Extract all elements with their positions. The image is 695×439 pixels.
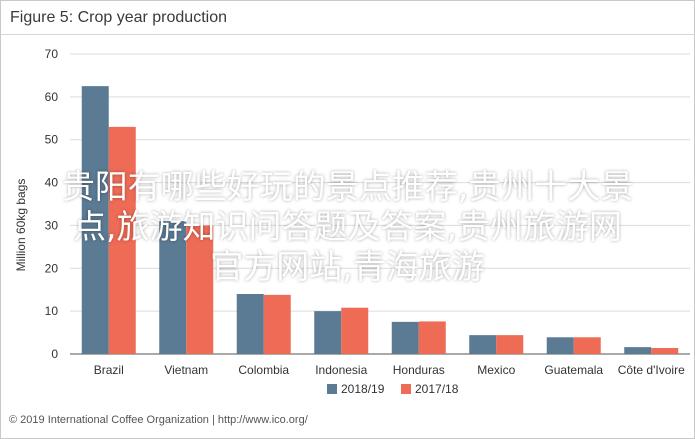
x-tick-label: Brazil — [94, 363, 124, 377]
title-divider — [1, 34, 694, 35]
bar-series1 — [391, 321, 419, 354]
chart-title: Figure 5: Crop year production — [10, 9, 227, 26]
y-tick-label: 30 — [45, 218, 59, 232]
x-tick-label: Vietnam — [164, 363, 208, 377]
bar-series1 — [469, 335, 497, 354]
bars — [81, 86, 679, 355]
y-axis-label: Million 60kg bags — [14, 179, 28, 272]
bar-series2 — [418, 321, 446, 354]
legend-swatch — [401, 384, 411, 394]
bar-series2 — [341, 307, 369, 354]
x-tick-label: Colombia — [238, 363, 289, 377]
bar-series1 — [314, 311, 342, 354]
bar-series2 — [263, 294, 291, 354]
y-tick-label: 10 — [45, 304, 59, 318]
y-tick-label: 60 — [45, 90, 59, 104]
bar-series2 — [108, 126, 136, 354]
y-tick-label: 20 — [45, 261, 59, 275]
x-tick-label: Mexico — [477, 363, 515, 377]
bar-series2 — [496, 335, 524, 354]
bar-series2 — [573, 337, 601, 354]
bar-series1 — [624, 347, 652, 354]
footer-credit: © 2019 International Coffee Organization… — [9, 414, 308, 426]
legend: 2018/19 2017/18 — [327, 382, 459, 396]
y-tick-label: 40 — [45, 176, 59, 190]
x-tick-label: Indonesia — [315, 363, 367, 377]
x-tick-label: Honduras — [393, 363, 445, 377]
bar-series1 — [81, 86, 109, 355]
x-tick-label: Côte d'Ivoire — [618, 363, 685, 377]
legend-label: 2017/18 — [415, 382, 459, 396]
x-tick-label: Guatemala — [544, 363, 603, 377]
bar-series1 — [546, 337, 574, 354]
y-tick-label: 50 — [45, 133, 59, 147]
bar-series1 — [159, 221, 187, 354]
bar-series2 — [186, 225, 214, 354]
y-tick-label: 0 — [51, 347, 58, 361]
y-tick-label: 70 — [45, 47, 59, 61]
bar-series1 — [236, 294, 264, 354]
x-tick-labels: Brazil Vietnam Colombia Indonesia Honduras Me… — [94, 363, 685, 377]
legend-label: 2018/19 — [341, 382, 385, 396]
y-tick-labels: 0 10 20 30 40 50 60 70 — [45, 47, 59, 361]
bar-series2 — [651, 348, 679, 354]
legend-swatch — [327, 384, 337, 394]
